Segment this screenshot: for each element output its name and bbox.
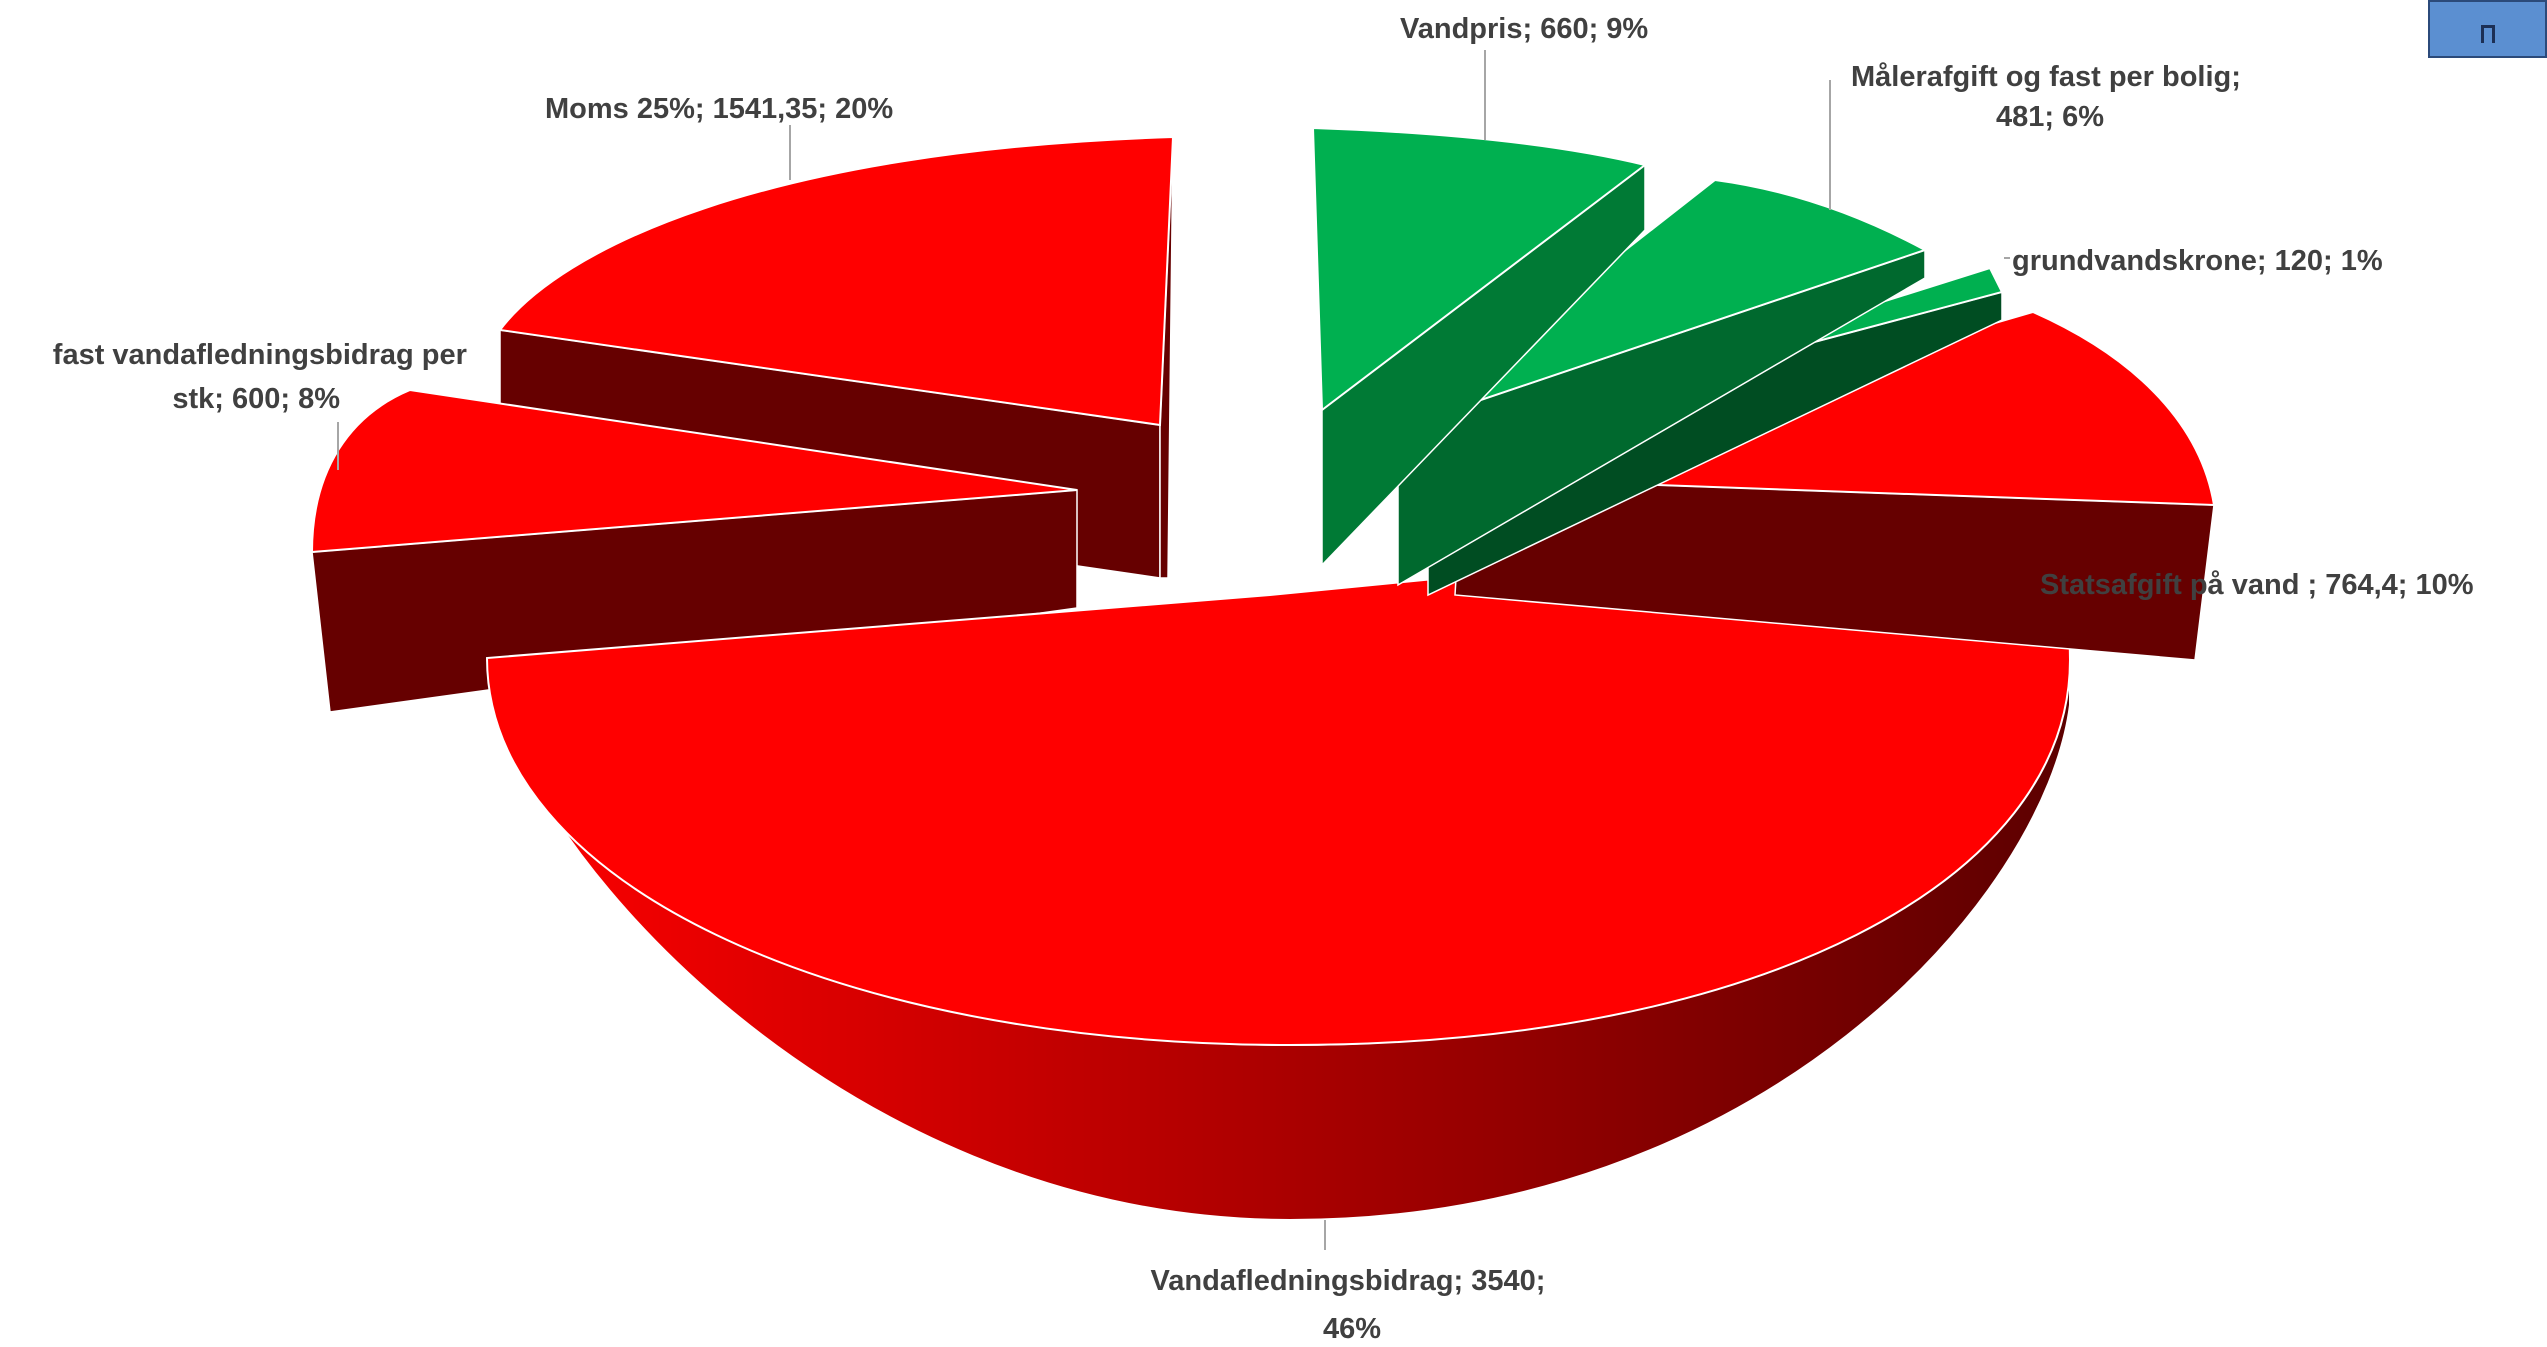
slice-moms-top [498,135,1175,427]
slice-vandafledningsbidrag[interactable] [485,518,2072,1222]
label-malerafgift-line: Målerafgift og fast per bolig; [1851,61,2241,93]
slice-malerafgift[interactable] [1397,178,1928,587]
label-vandafledningsbidrag-line: Vandafledningsbidrag; 3540; [1151,1265,1546,1297]
label-statsafgift: Statsafgift på vand ; 764,4; 10% [2040,569,2474,601]
label-fast-line: fast vandafledningsbidrag per [53,339,467,371]
window-restore-icon [2480,25,2495,43]
slice-vandafledningsbidrag-top [485,518,2072,1047]
label-malerafgift: Målerafgift og fast per bolig; 481; 6% [1851,61,2249,133]
data-labels: Vandpris; 660; 9% Målerafgift og fast pe… [53,13,2474,1345]
label-fast-line: stk; 600; 8% [172,383,340,415]
label-moms: Moms 25%; 1541,35; 20% [545,93,893,125]
label-vandafledningsbidrag-line: 46% [1323,1313,1381,1345]
label-grundvandskrone-line: grundvandskrone; 120; 1% [2012,245,2383,277]
label-moms-line: Moms 25%; 1541,35; 20% [545,93,893,125]
label-vandpris: Vandpris; 660; 9% [1400,13,1648,45]
label-fast-vandafledningsbidrag: fast vandafledningsbidrag per stk; 600; … [53,339,475,415]
window-restore-button[interactable] [2428,0,2547,58]
label-vandafledningsbidrag: Vandafledningsbidrag; 3540; 46% [1151,1265,1554,1345]
label-vandpris-line: Vandpris; 660; 9% [1400,13,1648,45]
slice-vandpris-top [1311,126,1648,412]
label-grundvandskrone: grundvandskrone; 120; 1% [2012,245,2383,277]
leader-lines [337,50,2010,1250]
label-statsafgift-line: Statsafgift på vand ; 764,4; 10% [2040,569,2474,601]
slice-vandpris[interactable] [1311,126,1648,567]
label-malerafgift-line: 481; 6% [1996,101,2104,133]
slice-malerafgift-top [1397,178,1928,429]
